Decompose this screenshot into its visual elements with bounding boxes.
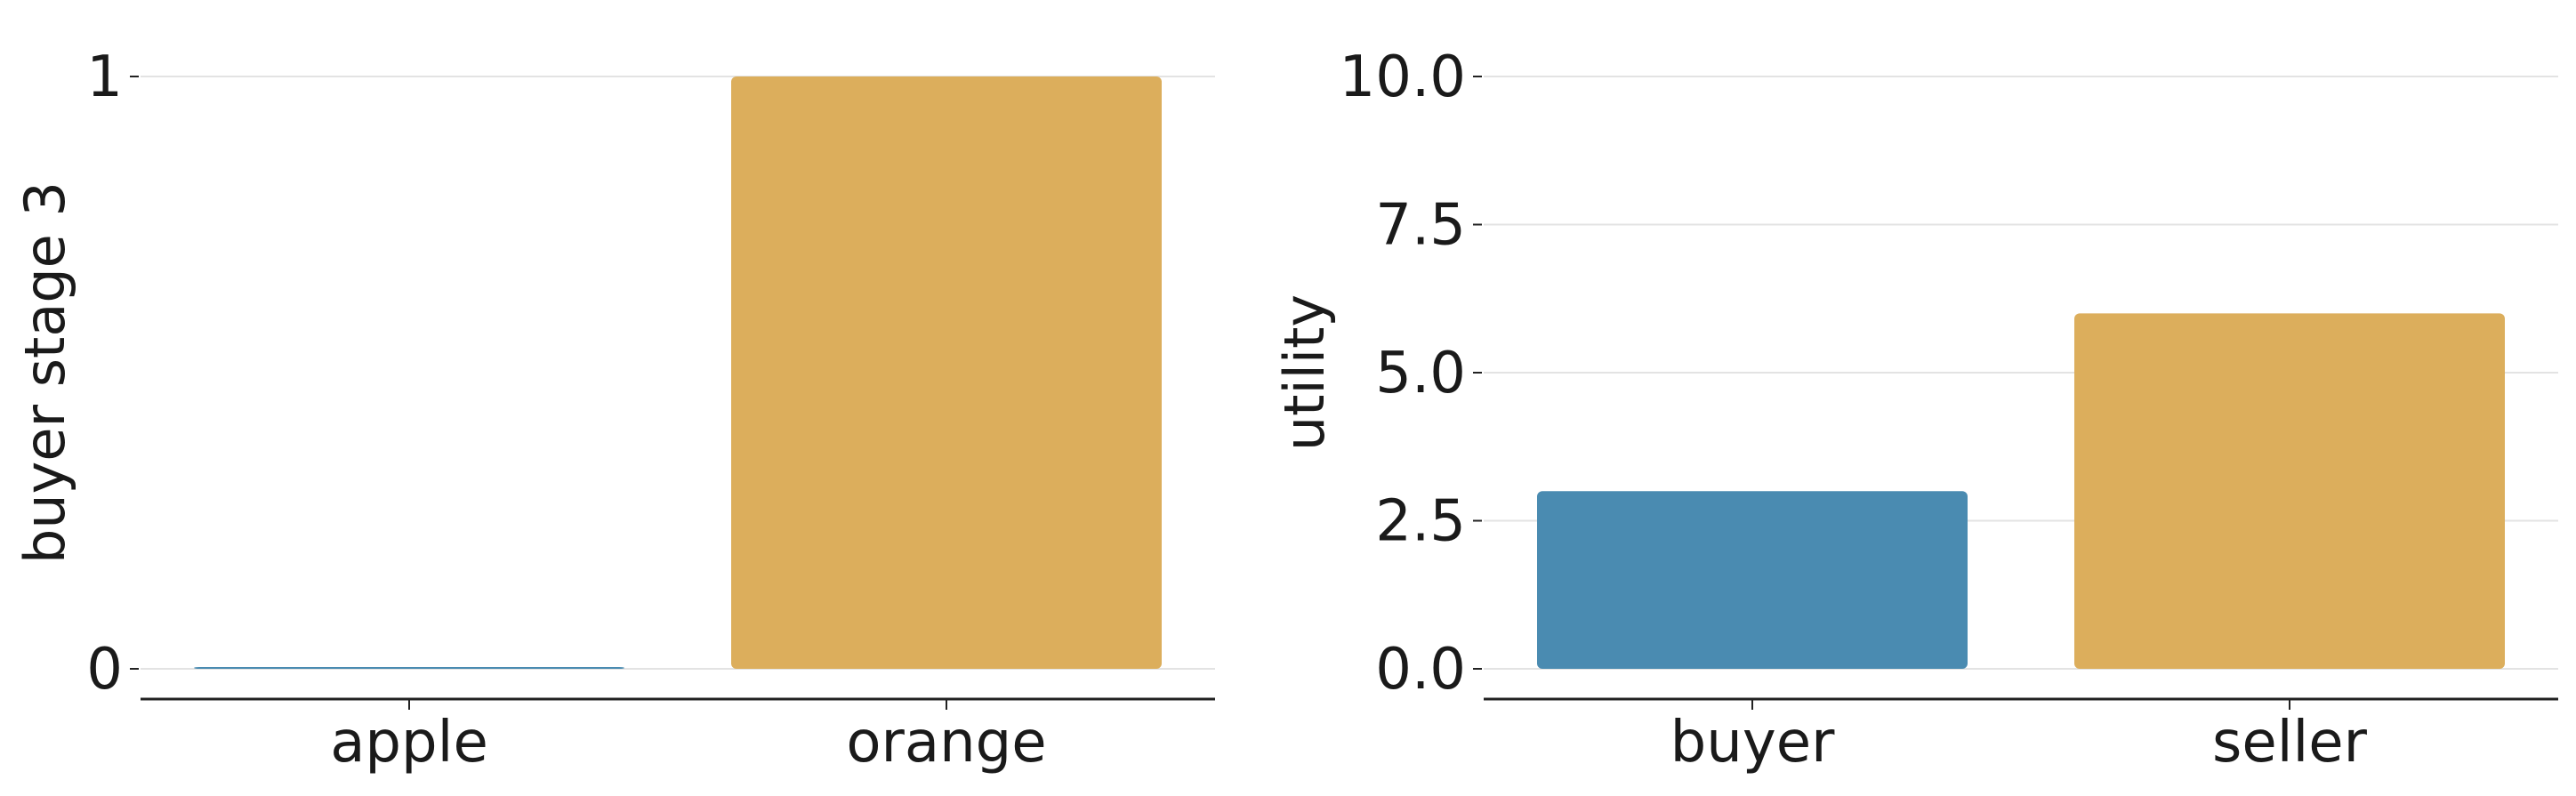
x-tick-label-seller: seller: [2212, 710, 2368, 776]
x-tick-label-apple: apple: [330, 710, 488, 776]
bar-apple: [194, 667, 624, 669]
y-tick-label: 5.0: [1375, 341, 1466, 406]
chart-panel-left: 0 1 apple orange buyer stage 3: [12, 44, 1215, 776]
y-tick-label: 7.5: [1375, 193, 1466, 259]
y-tick-label: 2.5: [1375, 489, 1466, 555]
y-tick-label: 0: [86, 637, 123, 703]
y-tick-label: 10.0: [1340, 44, 1467, 110]
bar-orange: [731, 76, 1162, 669]
y-axis-title: buyer stage 3: [12, 181, 77, 564]
bar-buyer: [1537, 491, 1968, 669]
y-tick-label: 1: [86, 44, 123, 110]
y-tick-label: 0.0: [1375, 637, 1466, 703]
bar-seller: [2074, 313, 2505, 669]
x-tick-label-orange: orange: [846, 710, 1046, 776]
chart-panel-right: 0.0 2.5 5.0 7.5 10.0 buyer seller utility: [1272, 44, 2558, 776]
y-axis-title: utility: [1272, 294, 1337, 451]
x-tick-label-buyer: buyer: [1670, 710, 1835, 776]
